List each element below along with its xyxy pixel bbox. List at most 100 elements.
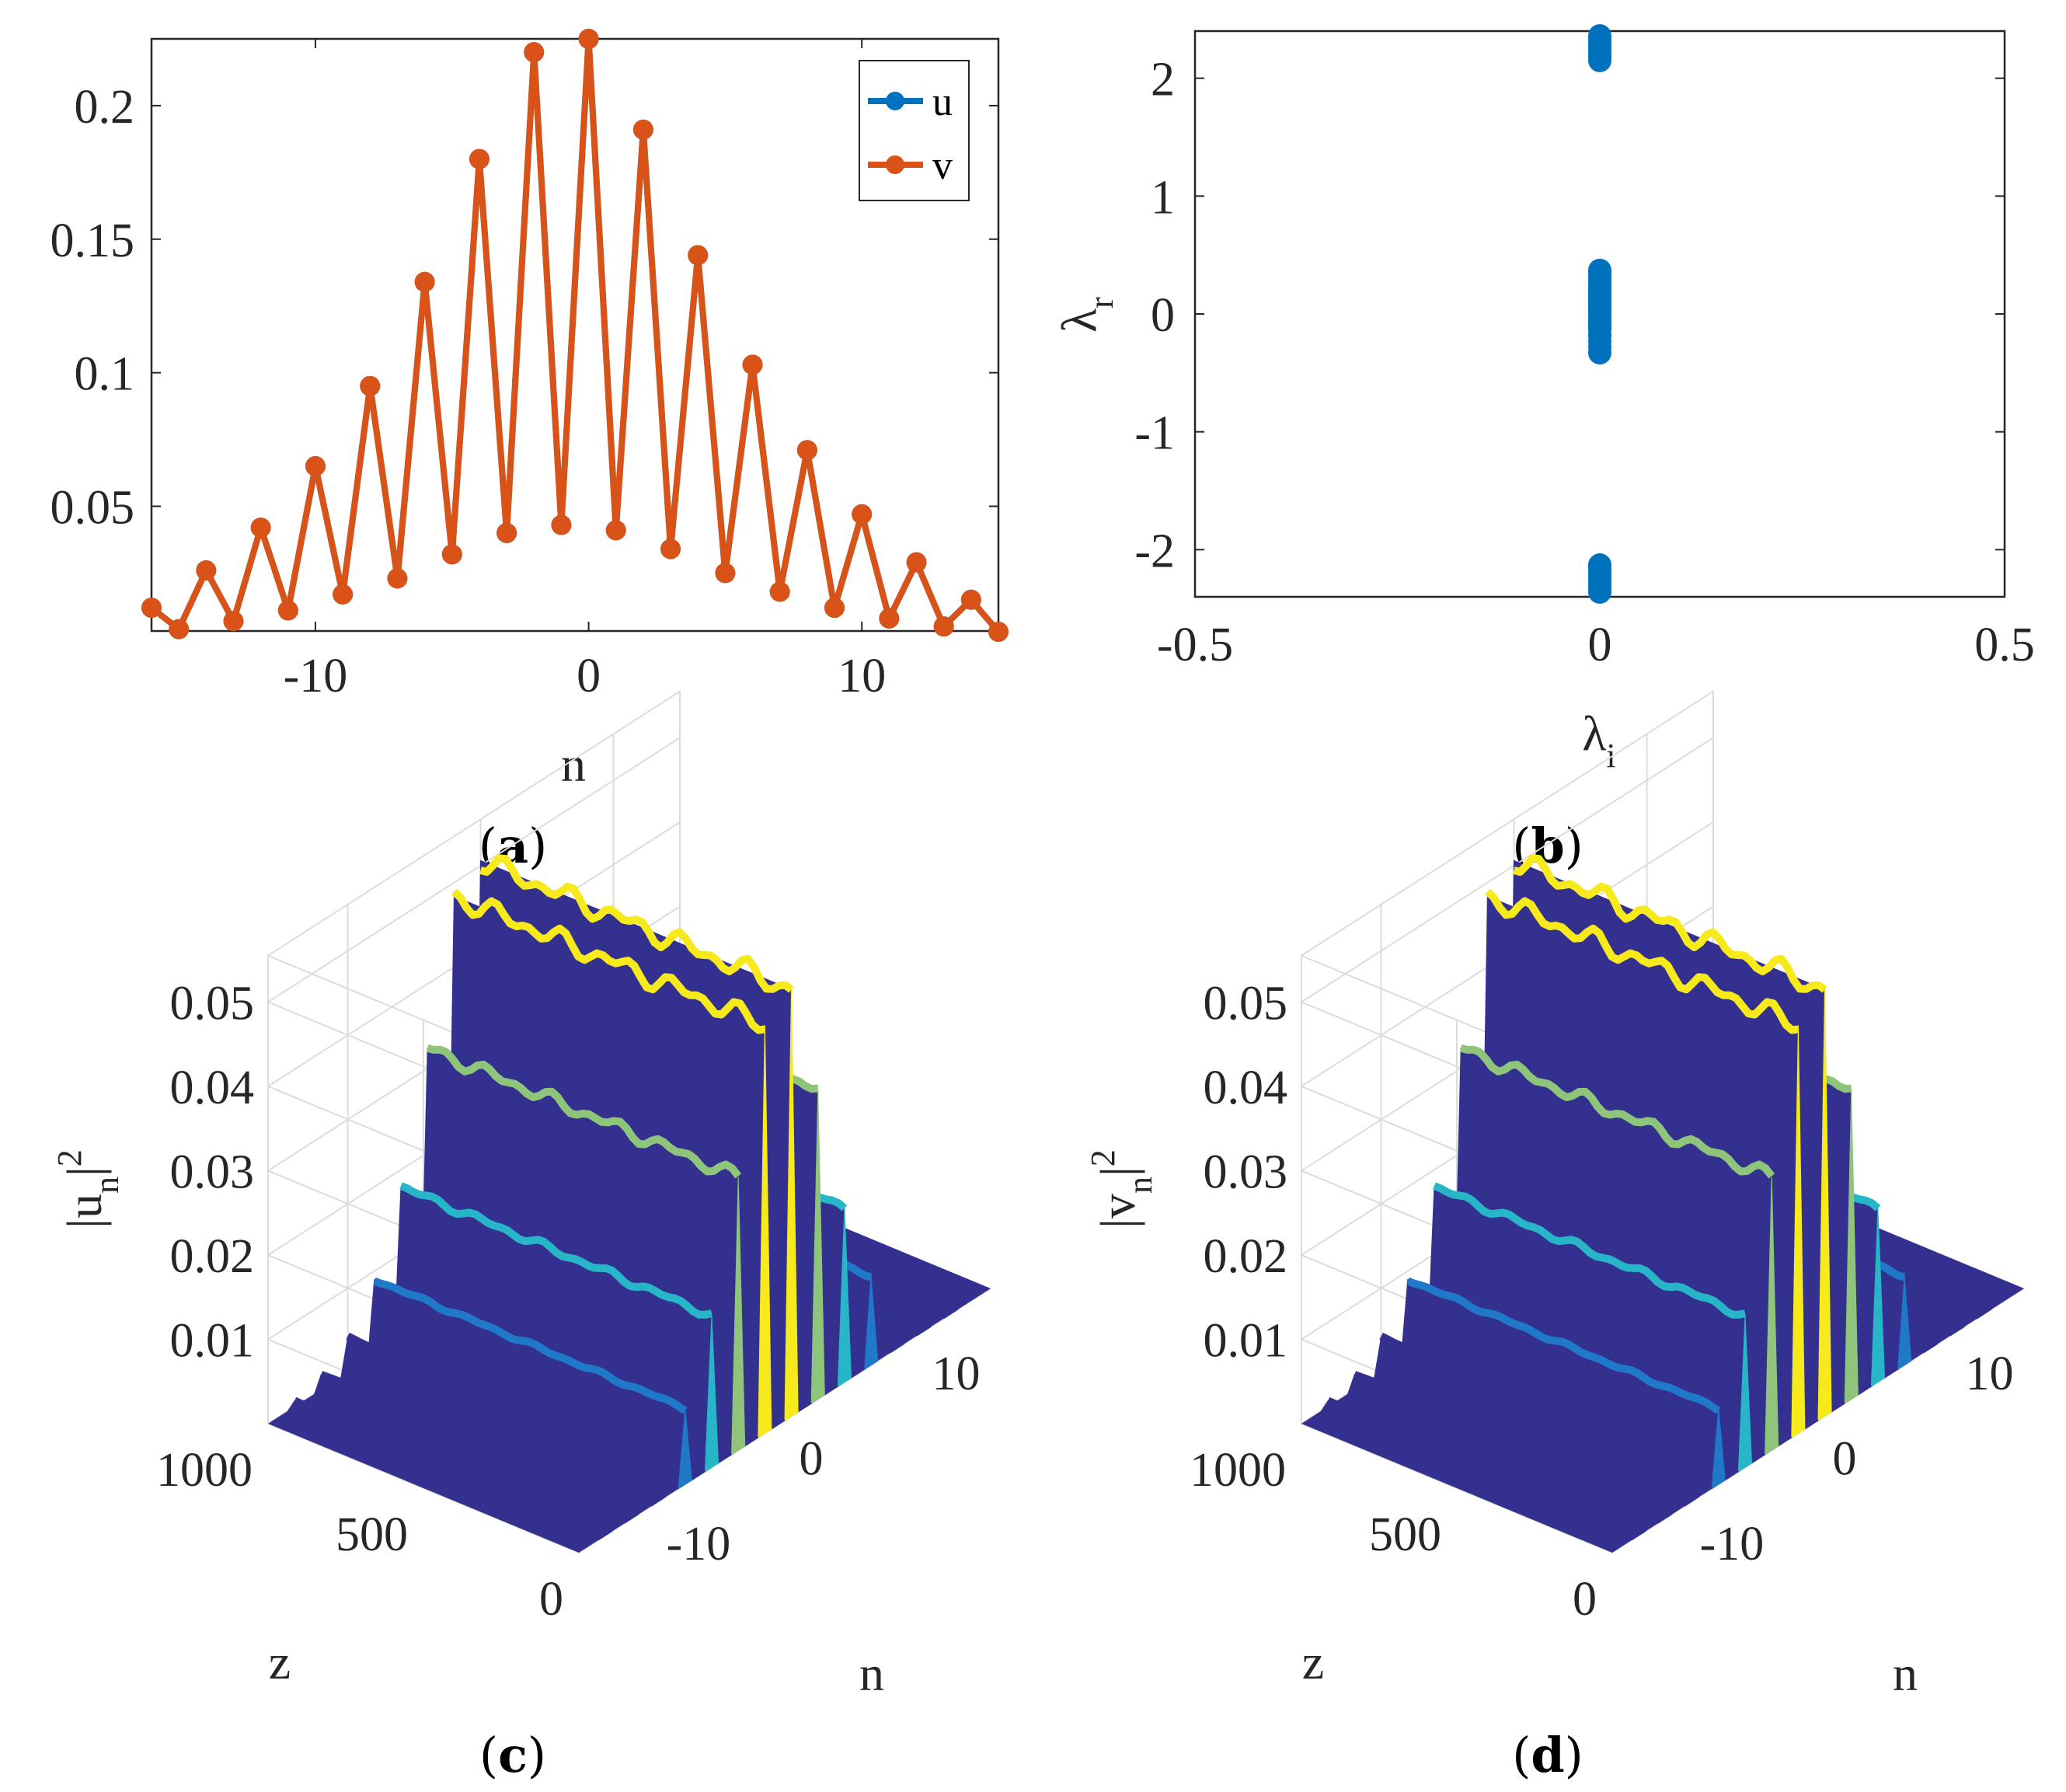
data-point-v (824, 598, 845, 619)
data-point-v (688, 245, 709, 266)
y-tick-label: 0 (1151, 289, 1175, 342)
panel-b: -0.5 0 0.5 -2 -1 0 1 2 λi λr (b) (1051, 24, 2035, 874)
data-point-v (333, 584, 354, 605)
legend-marker-u (886, 92, 904, 110)
ridge-crest (1484, 888, 1799, 1034)
ridge-crest (1433, 1182, 1746, 1319)
z-axis-label-c: |un|2 (51, 1149, 126, 1229)
z-tick-label: 0.05 (1204, 977, 1288, 1030)
series-points-a (141, 29, 1009, 643)
data-point-v (524, 42, 545, 63)
ridge-front (1711, 1408, 1726, 1490)
legend-marker-v (886, 155, 904, 174)
ridge-crest (1353, 1371, 1667, 1508)
data-point-v (196, 560, 217, 580)
ridge-crest (319, 1371, 634, 1508)
series-lines-a (149, 36, 1002, 634)
ridge-front (1737, 1315, 1753, 1473)
z-tick-label: 0.02 (170, 1230, 255, 1283)
data-point-v (551, 514, 572, 535)
n-tick-label: 10 (932, 1347, 981, 1400)
ridge-front (731, 1177, 746, 1456)
ridge-front (810, 1091, 825, 1405)
ridge-front (1751, 1449, 1766, 1465)
z-prop-tick-label: 0 (539, 1573, 563, 1626)
z-axis-label-d: |vn|2 (1084, 1149, 1159, 1229)
z-tick-label: 0.01 (1204, 1314, 1288, 1367)
ridge-front (691, 1471, 707, 1481)
data-point-v (169, 619, 190, 640)
x-tick-label: -10 (284, 650, 348, 703)
axis-ticks-a: -10 0 10 0.05 0.1 0.15 0.2 (51, 39, 998, 703)
y-tick-label: 1 (1151, 171, 1175, 224)
z-prop-tick-label: 500 (1369, 1508, 1441, 1561)
n-tick-label: 0 (800, 1433, 824, 1486)
ridge-front (598, 1529, 613, 1540)
z-tick-label: 0.01 (170, 1314, 255, 1367)
legend-label-u: u (932, 80, 953, 124)
data-point-v (879, 608, 900, 629)
ridge-front (837, 1207, 852, 1388)
data-point-v (223, 611, 244, 632)
ridge-front (824, 1379, 839, 1396)
ridge-crest (426, 1044, 742, 1179)
x-axis-label-d: n (1893, 1646, 1918, 1701)
data-point-v (250, 517, 271, 538)
ridge-front (943, 1306, 959, 1319)
y-tick-label: 0.15 (51, 214, 135, 267)
ridge-front (717, 1449, 733, 1465)
ridge-crest (1406, 1277, 1721, 1414)
data-point-v (715, 563, 736, 584)
data-point-v (769, 581, 790, 602)
ridge-front (797, 1392, 812, 1414)
n-tick-label: -10 (1700, 1518, 1765, 1571)
eigenvalue-point (1588, 315, 1611, 339)
data-point-v (988, 622, 1009, 643)
axis-ticks-d: 0.01 0.02 0.03 0.04 0.05 0 500 1000 -10 0 10 (1190, 977, 2014, 1626)
data-point-v (414, 271, 435, 292)
x-tick-label: 0 (1588, 619, 1612, 671)
ridge-front (1857, 1379, 1873, 1396)
ridge-front (784, 989, 799, 1421)
eigenvalue-points (1588, 24, 1611, 604)
ridge-front (1685, 1466, 1699, 1507)
ridge-front (1870, 1207, 1886, 1388)
n-tick-label: 10 (1966, 1347, 2014, 1400)
data-point-v (387, 568, 408, 589)
ridge-front (1817, 989, 1832, 1421)
y-tick-label: -1 (1134, 407, 1175, 460)
x-tick-label: 0.5 (1974, 619, 2035, 671)
z-tick-label: 0.02 (1204, 1230, 1288, 1283)
x-axis-label-b: λi (1582, 706, 1615, 775)
data-point-v (796, 440, 817, 461)
data-point-v (742, 354, 763, 375)
ridge-front (890, 1306, 905, 1354)
z-prop-tick-label: 500 (336, 1508, 408, 1561)
ridge-crest (1459, 1044, 1775, 1179)
caption-d: (d) (1512, 1727, 1583, 1783)
data-point-v (660, 539, 681, 560)
x-tick-label: 0 (577, 650, 601, 703)
ridge-front (1844, 1091, 1859, 1405)
ridge-crest (399, 1182, 712, 1319)
y-axis-label-d: z (1302, 1634, 1324, 1689)
ridge-crest (1379, 1332, 1694, 1470)
ridge-front (1765, 1177, 1779, 1456)
caption-c: (c) (479, 1727, 546, 1783)
ridge-front (1977, 1306, 1992, 1319)
ridge-crest (293, 1396, 608, 1534)
ridge-front (1884, 1368, 1900, 1379)
ridge-front (1777, 1428, 1793, 1448)
x-tick-label: 10 (838, 650, 886, 703)
ridge-crest (346, 1332, 660, 1470)
ridge-front (678, 1408, 692, 1490)
ridge-front (704, 1315, 719, 1473)
data-point-v (496, 522, 517, 543)
ridge-crest (1513, 854, 1827, 993)
z-tick-label: 0.03 (170, 1145, 255, 1198)
ridge-front (864, 1275, 879, 1371)
eigenvalue-point (1588, 341, 1611, 365)
ridge-front (917, 1311, 932, 1337)
y-tick-label: 0.1 (75, 348, 135, 401)
